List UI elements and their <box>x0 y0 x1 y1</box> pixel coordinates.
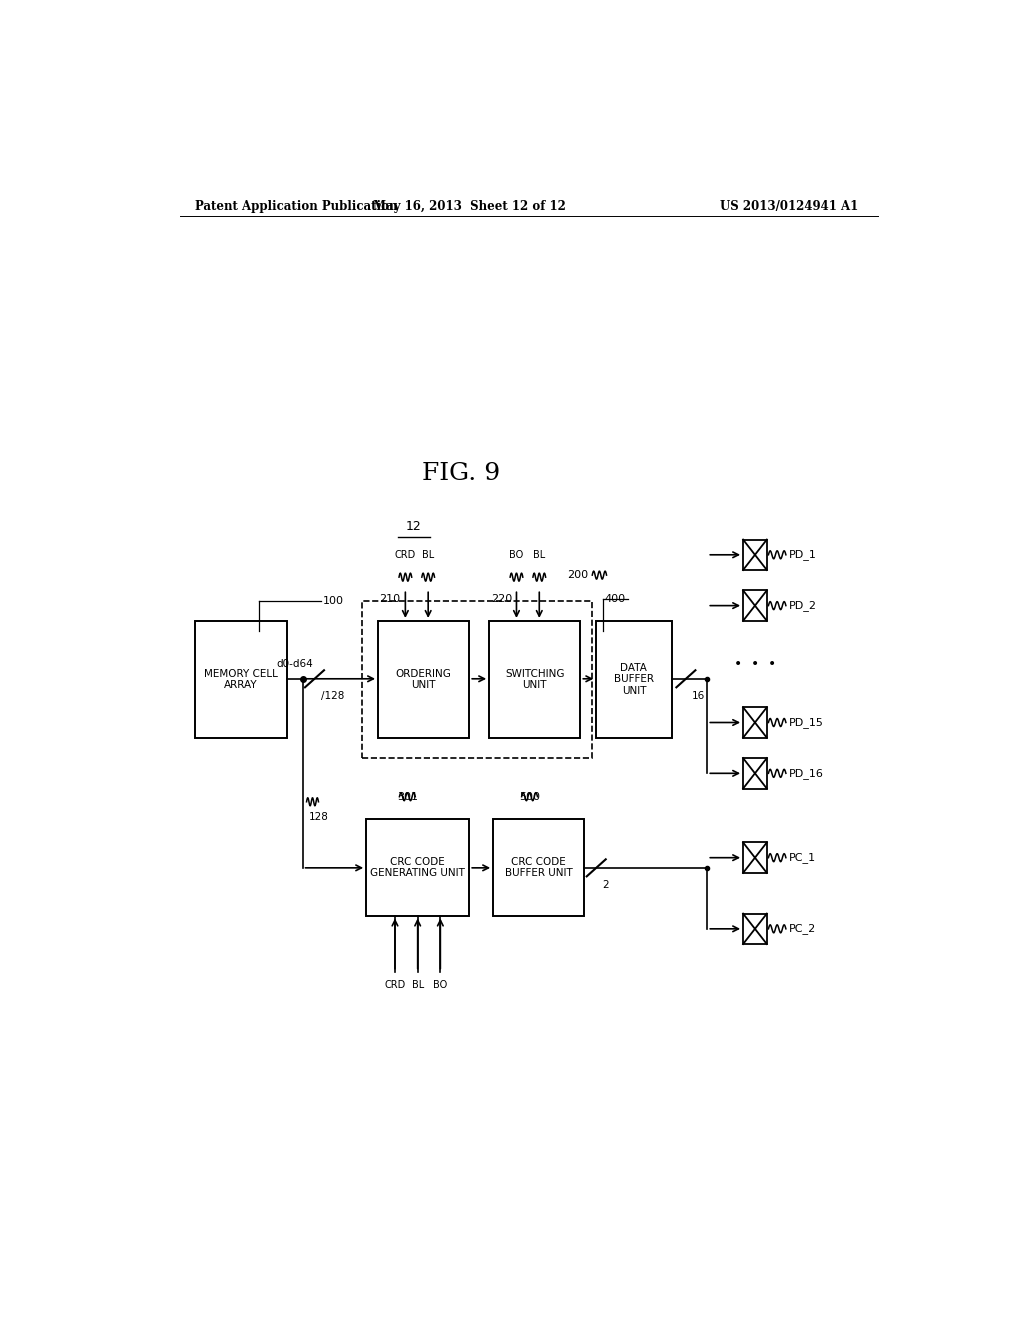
Text: MEMORY CELL
ARRAY: MEMORY CELL ARRAY <box>204 668 279 690</box>
Text: FIG. 9: FIG. 9 <box>422 462 501 484</box>
Text: 210: 210 <box>380 594 400 603</box>
Bar <box>743 708 767 738</box>
Text: BL: BL <box>534 550 546 560</box>
Bar <box>362 601 592 758</box>
Text: d0-d64: d0-d64 <box>276 659 313 669</box>
Text: ORDERING
UNIT: ORDERING UNIT <box>395 668 452 690</box>
Text: Patent Application Publication: Patent Application Publication <box>196 199 398 213</box>
Text: 220: 220 <box>490 594 512 603</box>
Text: CRC CODE
BUFFER UNIT: CRC CODE BUFFER UNIT <box>505 857 572 878</box>
Text: SWITCHING
UNIT: SWITCHING UNIT <box>505 668 564 690</box>
Bar <box>743 590 767 620</box>
Text: PD_2: PD_2 <box>790 601 817 611</box>
Text: 128: 128 <box>309 812 329 822</box>
Text: 301: 301 <box>397 792 418 801</box>
Text: PC_1: PC_1 <box>790 853 816 863</box>
Text: PD_16: PD_16 <box>790 768 824 779</box>
Text: 200: 200 <box>567 570 588 579</box>
Text: PD_15: PD_15 <box>790 717 824 727</box>
Text: 12: 12 <box>406 520 422 533</box>
Text: 2: 2 <box>602 880 608 890</box>
Text: 100: 100 <box>323 595 343 606</box>
Text: 500: 500 <box>519 792 540 801</box>
Bar <box>743 540 767 570</box>
Text: DATA
BUFFER
UNIT: DATA BUFFER UNIT <box>614 663 654 696</box>
Text: PD_1: PD_1 <box>790 549 817 560</box>
Text: 400: 400 <box>604 594 626 603</box>
Text: PC_2: PC_2 <box>790 924 816 935</box>
Bar <box>378 620 469 738</box>
Bar <box>743 913 767 944</box>
Text: BO: BO <box>509 550 523 560</box>
Text: BL: BL <box>422 550 434 560</box>
Text: /128: /128 <box>321 690 344 701</box>
Text: CRD: CRD <box>394 550 416 560</box>
Bar <box>743 842 767 873</box>
Text: BO: BO <box>433 979 447 990</box>
Text: May 16, 2013  Sheet 12 of 12: May 16, 2013 Sheet 12 of 12 <box>373 199 565 213</box>
Bar <box>367 818 469 916</box>
Text: 16: 16 <box>691 690 705 701</box>
Text: CRD: CRD <box>384 979 406 990</box>
Bar <box>489 620 581 738</box>
Text: BL: BL <box>412 979 424 990</box>
Bar <box>196 620 287 738</box>
Bar <box>743 758 767 788</box>
Text: US 2013/0124941 A1: US 2013/0124941 A1 <box>720 199 858 213</box>
Text: CRC CODE
GENERATING UNIT: CRC CODE GENERATING UNIT <box>371 857 465 878</box>
Bar <box>596 620 672 738</box>
Bar <box>494 818 585 916</box>
Text: •  •  •: • • • <box>734 657 776 671</box>
